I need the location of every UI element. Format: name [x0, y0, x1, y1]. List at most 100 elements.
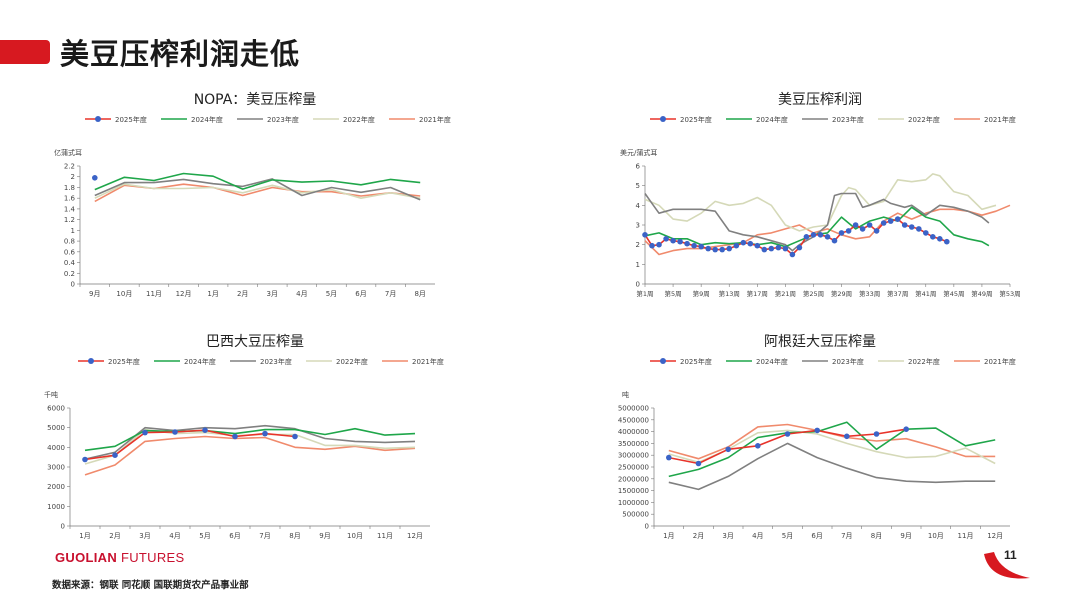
legend-marker [660, 116, 666, 122]
x-tick-label: 第29周 [831, 289, 852, 298]
y-tick-label: 1.4 [64, 205, 76, 213]
data-point [824, 234, 831, 240]
data-point [82, 456, 88, 463]
x-tick-label: 5月 [326, 290, 337, 298]
x-tick-label: 4月 [169, 532, 180, 540]
legend-label-1: 2024年度 [191, 115, 223, 124]
x-tick-label: 7月 [841, 532, 852, 540]
x-tick-label: 3月 [139, 532, 150, 540]
data-point [747, 240, 754, 247]
page-title: 美豆压榨利润走低 [60, 37, 301, 71]
y-tick-label: 2000000 [618, 475, 649, 483]
y-tick-label: 2.2 [64, 163, 75, 171]
y-tick-label: 0 [636, 281, 640, 289]
data-point [852, 222, 859, 228]
y-tick-label: 3000 [47, 464, 65, 472]
legend-marker [95, 116, 101, 122]
x-tick-label: 12月 [176, 290, 192, 298]
legend-label-4: 2021年度 [984, 357, 1016, 366]
data-point [663, 236, 669, 242]
data-point [761, 246, 768, 253]
x-tick-label: 第37周 [887, 289, 908, 298]
x-tick-label: 第13周 [719, 289, 740, 298]
y-tick-label: 1000000 [618, 499, 649, 507]
data-point [712, 246, 718, 253]
data-point [202, 427, 208, 433]
x-tick-label: 5月 [782, 532, 793, 540]
data-point [666, 454, 672, 461]
x-tick-label: 第53周 [999, 289, 1020, 298]
data-point [705, 245, 711, 252]
chart-title-nopa: NOPA：美豆压榨量 [193, 92, 317, 108]
y-tick-label: 0 [645, 523, 649, 531]
y-tick-label: 6000 [47, 405, 65, 413]
x-tick-label: 11月 [377, 532, 393, 540]
legend-label-3: 2022年度 [908, 115, 940, 124]
y-tick-label: 2 [71, 173, 75, 181]
data-point [691, 242, 697, 249]
x-tick-label: 8月 [289, 532, 300, 540]
x-tick-label: 1月 [79, 532, 90, 540]
legend-label-2: 2023年度 [832, 115, 864, 124]
legend-marker [88, 358, 94, 364]
series-line-3 [668, 429, 996, 465]
data-point [880, 220, 887, 226]
data-source-note: 数据来源：钢联 同花顺 国联期货农产品事业部 [52, 580, 249, 591]
x-tick-label: 5月 [199, 532, 210, 540]
data-point [677, 238, 683, 245]
data-point [944, 238, 950, 245]
y-tick-label: 3 [636, 222, 640, 230]
x-tick-label: 6月 [811, 532, 822, 540]
data-point [873, 228, 880, 234]
data-point [292, 433, 298, 440]
y-tick-label: 4 [636, 202, 641, 210]
y-tick-label: 1.6 [64, 195, 76, 203]
data-point [733, 242, 740, 249]
x-tick-label: 7月 [259, 532, 270, 540]
series-line-4 [84, 435, 416, 476]
data-point [859, 226, 866, 232]
legend-label-3: 2022年度 [343, 115, 375, 124]
y-tick-label: 2 [636, 241, 640, 249]
x-tick-label: 8月 [871, 532, 882, 540]
legend-label-3: 2022年度 [336, 357, 368, 366]
y-tick-label: 1 [71, 227, 75, 235]
x-tick-label: 11月 [146, 290, 162, 298]
x-tick-label: 第21周 [775, 289, 796, 298]
data-point [903, 426, 909, 432]
data-point [782, 245, 789, 252]
chart-title-brazil: 巴西大豆压榨量 [206, 334, 304, 350]
x-tick-label: 3月 [722, 532, 733, 540]
data-point [894, 216, 901, 222]
x-tick-label: 11月 [958, 532, 974, 540]
data-point [172, 429, 178, 435]
series-line-1 [94, 172, 421, 191]
data-point [740, 239, 747, 246]
y-tick-label: 5000000 [618, 405, 649, 413]
chart-title-argentina: 阿根廷大豆压榨量 [764, 334, 876, 350]
series-line-2 [668, 442, 996, 491]
data-point [642, 232, 648, 238]
x-tick-label: 第5周 [665, 289, 682, 298]
y-tick-label: 0.4 [64, 259, 76, 267]
x-tick-label: 2月 [693, 532, 704, 540]
x-tick-label: 第1周 [636, 289, 653, 298]
legend-label-1: 2024年度 [756, 115, 788, 124]
y-axis-label: 千吨 [44, 390, 58, 399]
data-point [754, 242, 761, 249]
y-tick-label: 4500000 [618, 416, 649, 424]
data-point [796, 244, 803, 251]
legend-label-0: 2025年度 [680, 357, 712, 366]
x-tick-label: 8月 [414, 290, 425, 298]
data-point [916, 226, 922, 232]
data-point [232, 433, 238, 440]
y-axis-label: 亿蒲式耳 [54, 148, 82, 157]
data-point [810, 232, 817, 238]
y-tick-label: 1000 [47, 503, 65, 511]
legend-label-1: 2024年度 [184, 357, 216, 366]
y-tick-label: 1.8 [64, 184, 75, 192]
data-point [789, 251, 796, 258]
x-tick-label: 4月 [296, 290, 307, 298]
series-line-3 [94, 183, 421, 199]
